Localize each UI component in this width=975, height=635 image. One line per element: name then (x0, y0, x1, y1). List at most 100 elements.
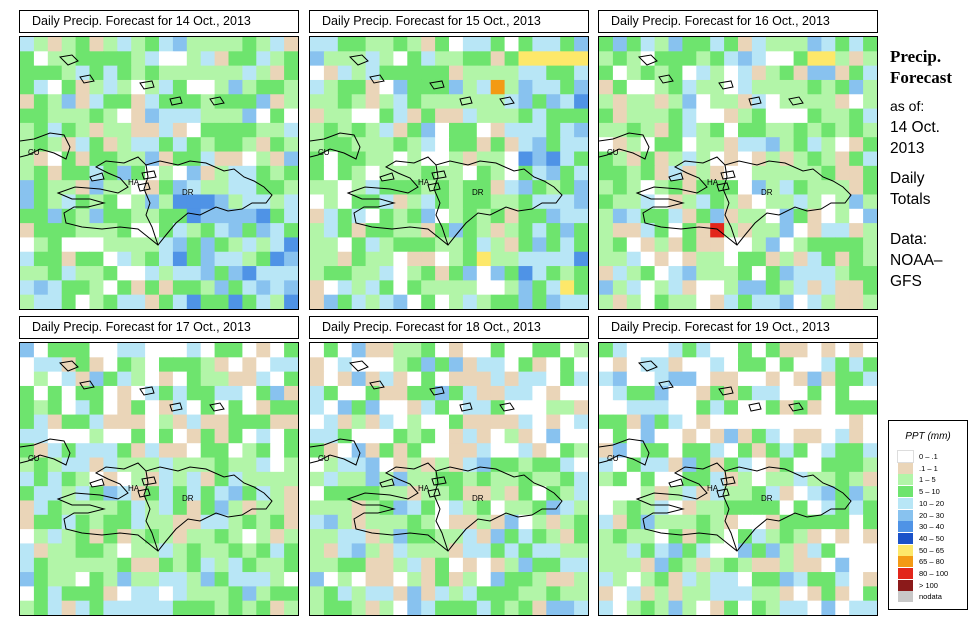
precip-cell (546, 251, 561, 267)
precip-cell (518, 443, 533, 459)
precip-cell (228, 572, 243, 587)
precip-cell (835, 223, 850, 238)
precip-cell (599, 586, 614, 602)
precip-cell (668, 457, 683, 473)
precip-cell (476, 343, 492, 358)
precip-cell (337, 414, 353, 430)
precip-cell (779, 443, 795, 459)
precip-cell (242, 543, 257, 559)
precip-cell (640, 165, 656, 181)
precip-cell (379, 266, 394, 281)
precip-cell (668, 514, 683, 530)
precip-cell (351, 343, 367, 358)
precip-cell (532, 443, 547, 459)
precip-cell (75, 529, 90, 544)
precip-cell (821, 514, 836, 530)
precip-cell (449, 586, 464, 602)
islet-coastline (427, 182, 441, 192)
legend-item: 30 – 40 (898, 521, 966, 533)
precip-cell (560, 180, 575, 195)
precip-cell (214, 280, 229, 296)
precip-cell (710, 237, 725, 253)
precip-cell (61, 471, 77, 487)
precip-cell (518, 414, 533, 430)
precip-cell (256, 428, 271, 444)
precip-cell (214, 165, 229, 181)
precip-cell (75, 151, 90, 167)
precip-cell (214, 251, 229, 267)
precip-cell (518, 108, 533, 124)
legend-swatch (897, 450, 914, 463)
precip-cell (270, 37, 285, 52)
precip-cell (379, 65, 394, 81)
precip-cell (145, 414, 160, 430)
precip-cell (626, 108, 642, 124)
precip-cell (710, 586, 725, 602)
precip-cell (807, 514, 822, 530)
precip-cell (200, 65, 216, 81)
precip-cell (710, 543, 725, 559)
precip-cell (640, 414, 656, 430)
precip-cell (751, 137, 767, 153)
precip-cell (379, 223, 394, 238)
precip-cell (626, 65, 642, 81)
precip-cell (242, 529, 257, 544)
precip-cell (546, 572, 561, 587)
precip-cell (200, 600, 216, 615)
precip-cell (504, 529, 519, 544)
precip-cell (435, 428, 450, 444)
precip-cell (131, 51, 146, 67)
precip-cell (821, 180, 836, 195)
precip-cell (159, 180, 174, 195)
precip-cell (421, 165, 436, 181)
precip-cell (462, 294, 478, 309)
dr-label: DR (182, 494, 194, 503)
precip-cell (696, 414, 711, 430)
precip-cell (710, 457, 725, 473)
precip-cell (518, 223, 533, 238)
precip-cell (33, 65, 49, 81)
precip-cell (449, 94, 464, 110)
precip-cell (270, 122, 285, 138)
haiti-dr-border (722, 470, 738, 552)
precip-cell (89, 486, 104, 501)
precip-cell (462, 194, 478, 210)
precip-cell (462, 586, 478, 602)
precip-cell (546, 294, 561, 309)
precip-cell (103, 223, 118, 238)
precip-cell (407, 371, 422, 387)
precip-cell (33, 543, 49, 559)
precip-cell (172, 65, 188, 81)
precip-cell (490, 400, 506, 416)
precip-cell (365, 514, 380, 530)
islet-coastline (369, 74, 385, 84)
precip-cell (117, 51, 132, 67)
precip-cell (186, 223, 202, 238)
precip-cell (779, 428, 795, 444)
precip-cell (546, 343, 561, 358)
precip-cell (724, 94, 739, 110)
precip-cell (849, 529, 864, 544)
precip-cell (599, 486, 614, 501)
precip-cell (724, 108, 739, 124)
precip-cell (256, 486, 271, 501)
precip-cell (626, 471, 642, 487)
precip-cell (476, 486, 492, 501)
precip-cell (574, 266, 588, 281)
precip-cell (560, 251, 575, 267)
precip-cell (821, 37, 836, 52)
precip-cell (696, 280, 711, 296)
precip-cell (200, 237, 216, 253)
precip-cell (89, 572, 104, 587)
precip-cell (256, 514, 271, 530)
precip-cell (351, 471, 367, 487)
precip-cell (33, 414, 49, 430)
precip-cell (393, 443, 408, 459)
precip-cell (518, 500, 533, 516)
precip-cell (863, 500, 877, 516)
legend-item: > 100 (898, 579, 966, 592)
precip-cell (696, 266, 711, 281)
precip-cell (532, 385, 547, 401)
precip-cell (738, 251, 753, 267)
precip-cell (256, 572, 271, 587)
